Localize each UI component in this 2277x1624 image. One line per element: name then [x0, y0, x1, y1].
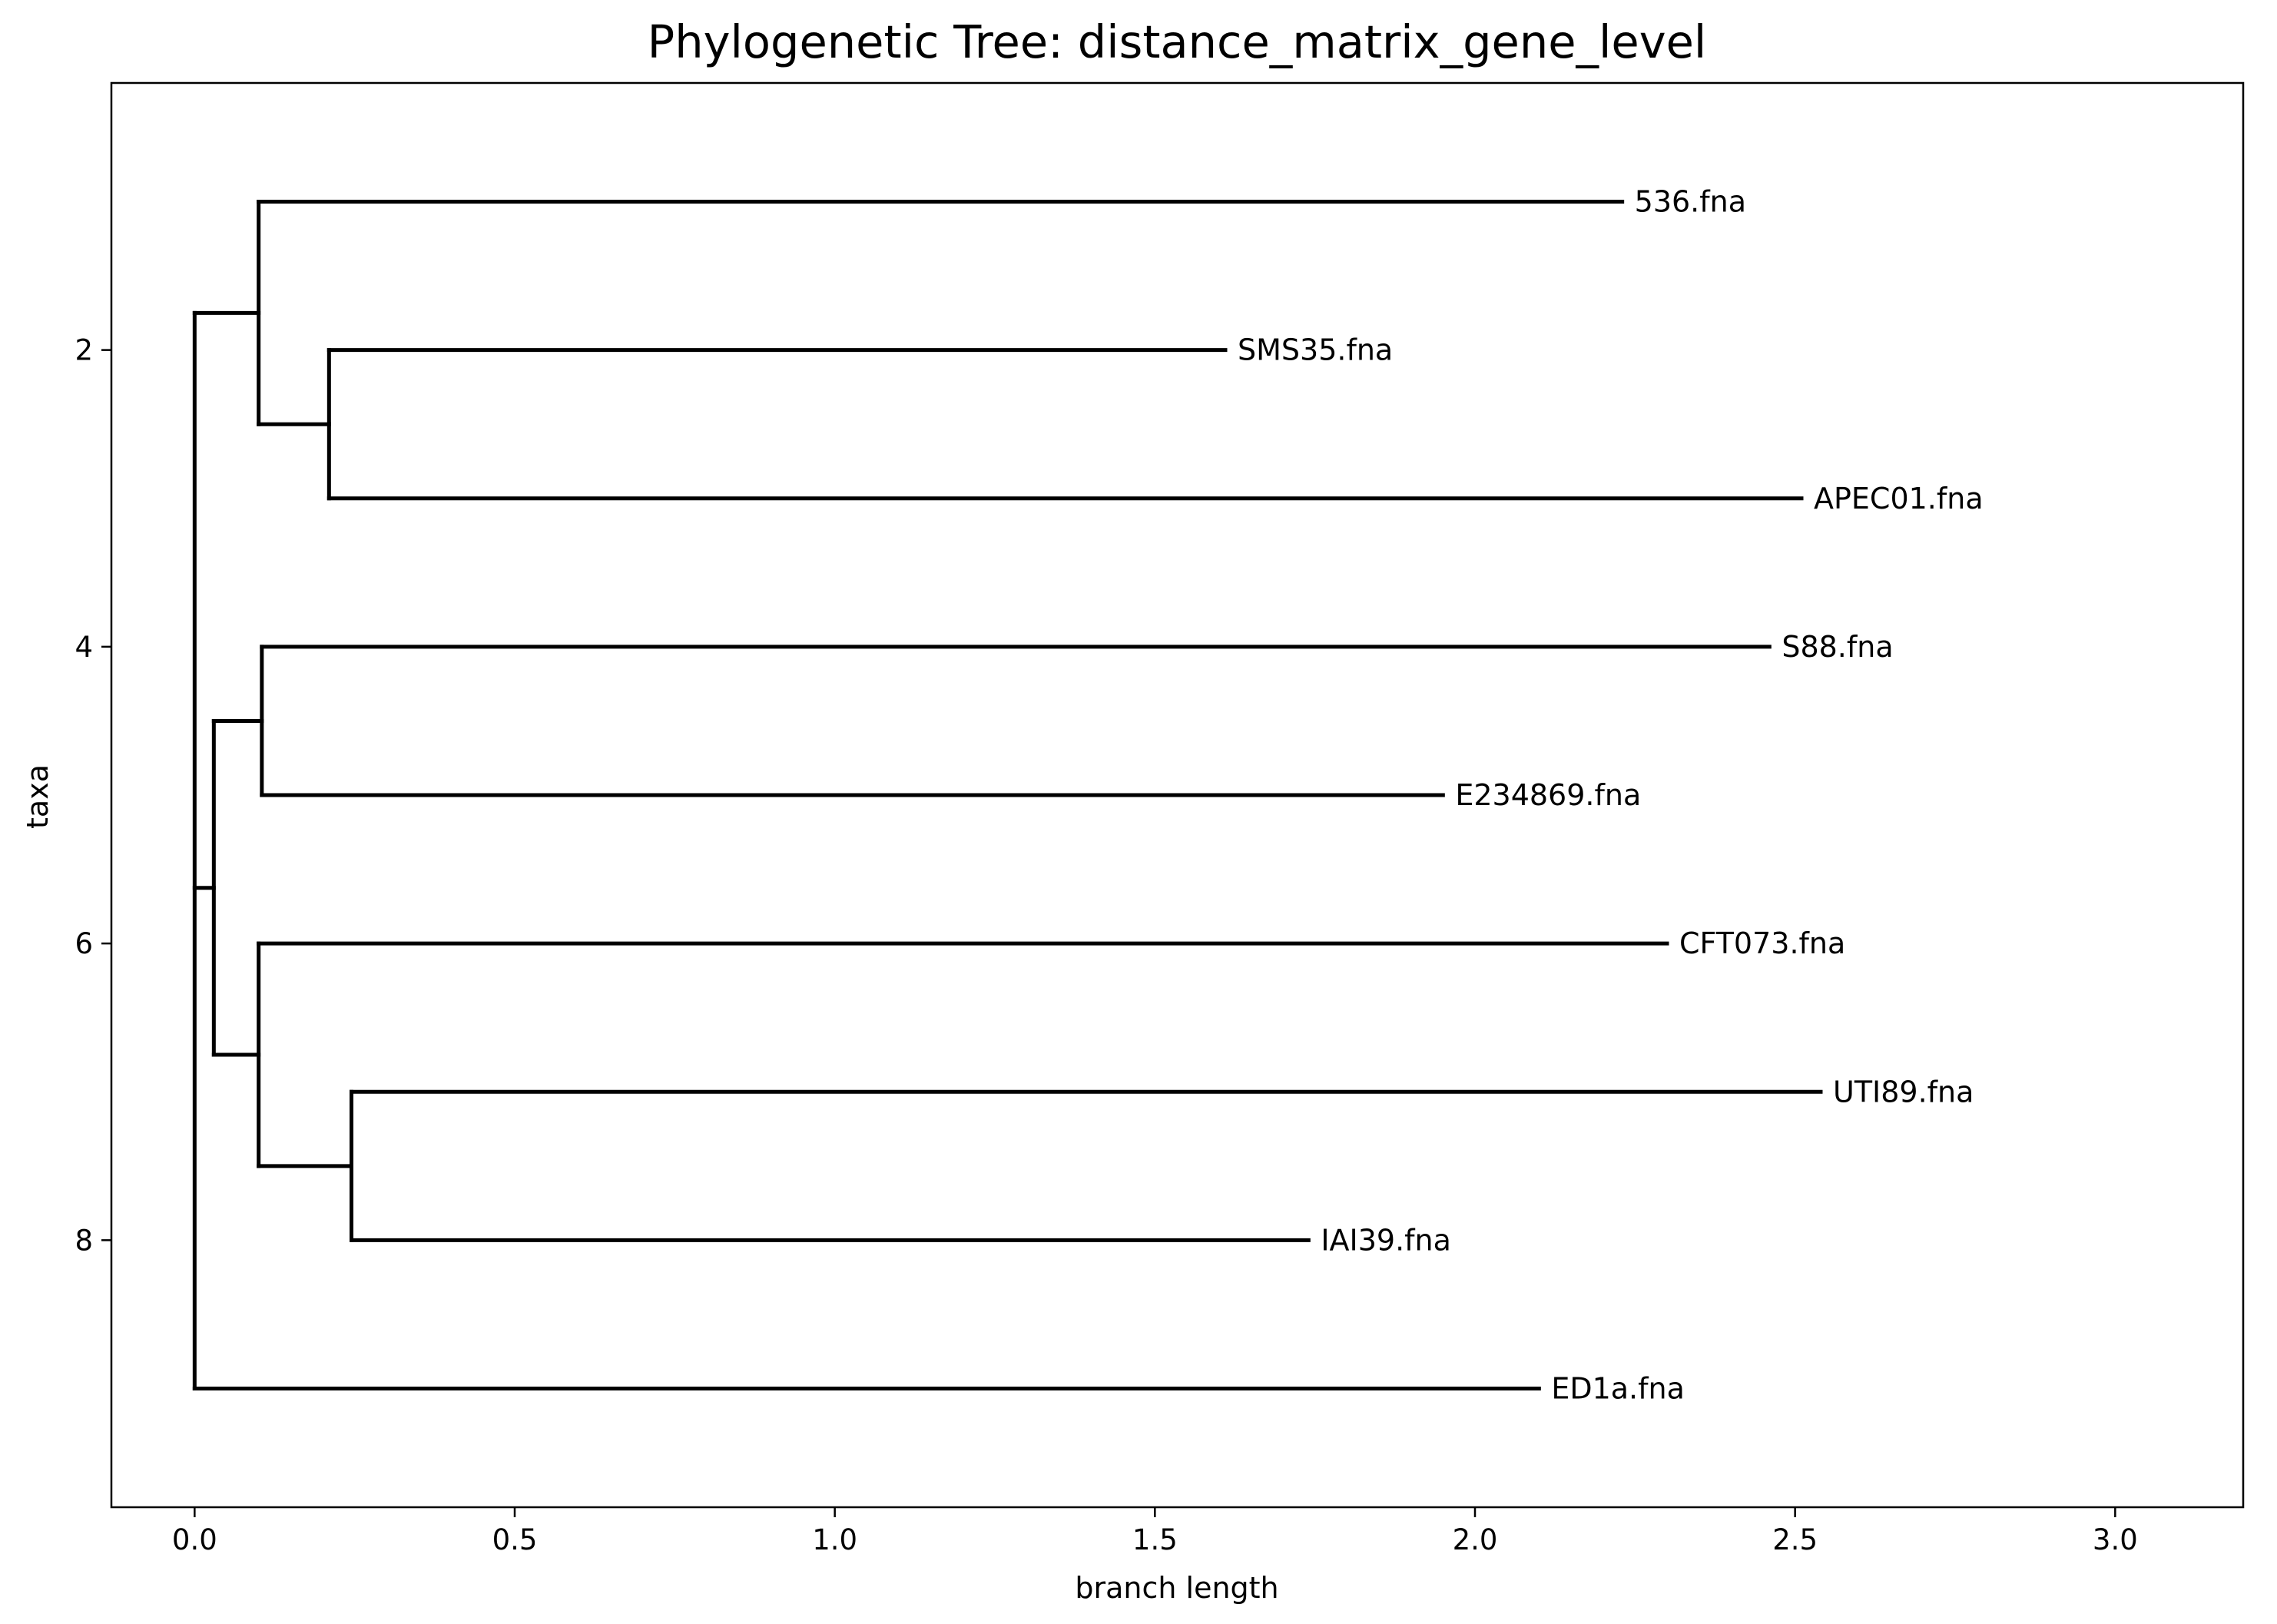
tree-branches	[192, 200, 1823, 1390]
leaf-label: S88.fna	[1781, 630, 1893, 664]
y-tick-label: 8	[75, 1224, 93, 1257]
chart-title: Phylogenetic Tree: distance_matrix_gene_…	[648, 15, 1707, 68]
leaf-label: CFT073.fna	[1679, 926, 1845, 960]
leaf-label: UTI89.fna	[1833, 1075, 1974, 1109]
x-tick-label: 0.5	[492, 1523, 538, 1556]
leaf-label: SMS35.fna	[1238, 333, 1393, 367]
y-tick-label: 6	[75, 927, 93, 960]
x-tick-label: 1.5	[1132, 1523, 1178, 1556]
x-tick-label: 3.0	[2093, 1523, 2138, 1556]
leaf-labels: 536.fna SMS35.fna APEC01.fna S88.fna E234869…	[1238, 185, 1984, 1406]
leaf-label: ED1a.fna	[1551, 1372, 1685, 1406]
y-axis: 2 4 6 8	[75, 334, 111, 1257]
plot-frame	[110, 81, 2245, 1509]
x-tick-label: 2.0	[1453, 1523, 1498, 1556]
y-tick-label: 4	[75, 631, 93, 664]
y-axis-label: taxa	[21, 764, 55, 829]
leaf-label: IAI39.fna	[1321, 1223, 1451, 1257]
x-tick-label: 0.0	[172, 1523, 217, 1556]
leaf-label: 536.fna	[1635, 185, 1746, 219]
x-tick-label: 2.5	[1772, 1523, 1818, 1556]
x-axis-label: branch length	[1075, 1571, 1278, 1605]
x-axis: 0.0 0.5 1.0 1.5 2.0 2.5 3.0	[172, 1507, 2138, 1556]
leaf-label: APEC01.fna	[1814, 482, 1984, 515]
x-tick-label: 1.0	[812, 1523, 857, 1556]
leaf-label: E234869.fna	[1455, 778, 1641, 812]
y-tick-label: 2	[75, 334, 93, 367]
